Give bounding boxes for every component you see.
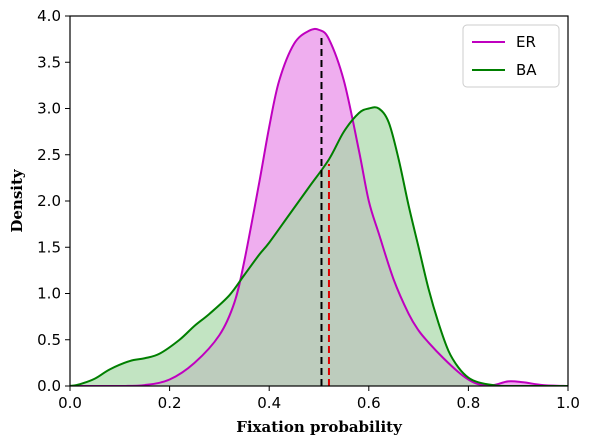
density-area-ba xyxy=(70,107,568,386)
x-tick-label: 0.8 xyxy=(456,394,480,412)
density-lines xyxy=(70,27,568,386)
density-line-ba xyxy=(70,106,568,386)
y-tick-label: 0.5 xyxy=(37,331,61,349)
legend: ER BA xyxy=(462,24,560,88)
y-tick-label: 3.5 xyxy=(37,53,61,71)
legend-box xyxy=(462,24,560,88)
density-line-er xyxy=(70,27,568,386)
legend-label-ba: BA xyxy=(516,61,537,79)
mean-lines xyxy=(320,36,330,386)
y-tick-label: 2.0 xyxy=(37,192,61,210)
y-tick-label: 1.5 xyxy=(37,238,61,256)
y-axis-ticks: 0.0 0.5 1.0 1.5 2.0 2.5 3.0 3.5 4.0 xyxy=(37,7,70,395)
x-tick-label: 0.2 xyxy=(158,394,182,412)
x-tick-label: 0.4 xyxy=(257,394,281,412)
y-tick-label: 3.0 xyxy=(37,100,61,118)
density-areas xyxy=(70,28,568,386)
legend-label-er: ER xyxy=(516,33,536,51)
x-tick-label: 0.6 xyxy=(357,394,381,412)
x-axis-label: Fixation probability xyxy=(236,418,403,436)
y-tick-label: 2.5 xyxy=(37,146,61,164)
y-axis-label: Density xyxy=(8,168,26,233)
y-tick-label: 1.0 xyxy=(37,285,61,303)
x-tick-label: 1.0 xyxy=(556,394,580,412)
y-tick-label: 4.0 xyxy=(37,7,61,25)
y-tick-label: 0.0 xyxy=(37,377,61,395)
x-tick-label: 0.0 xyxy=(58,394,82,412)
x-axis-ticks: 0.0 0.2 0.4 0.6 0.8 1.0 xyxy=(58,386,580,412)
